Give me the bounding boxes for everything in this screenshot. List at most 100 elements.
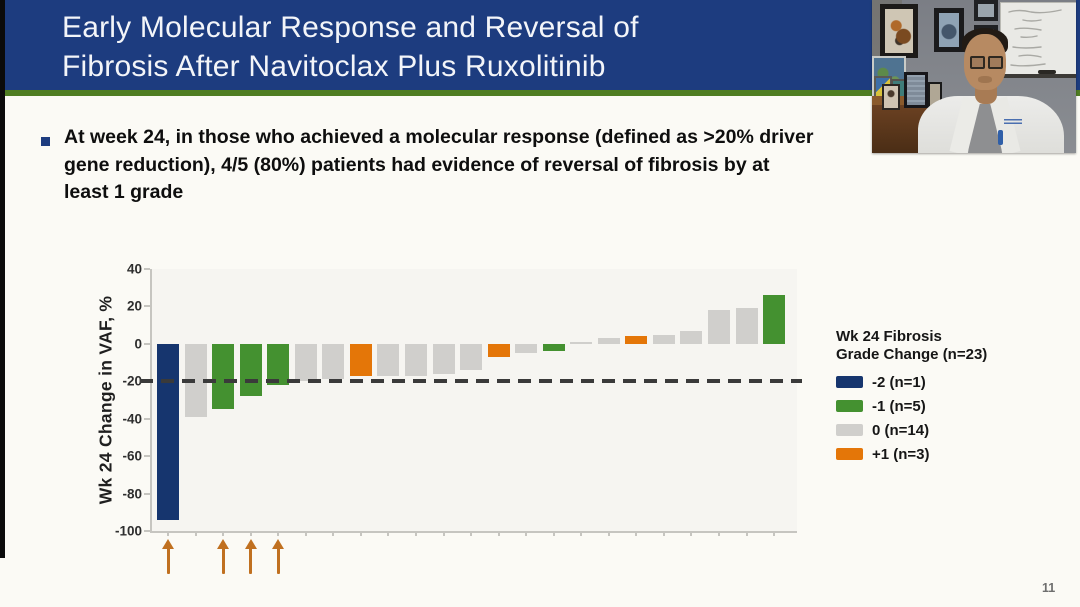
x-axis-tick: [525, 531, 528, 536]
chart-bar: [460, 343, 483, 371]
chart-bar: [597, 338, 620, 344]
response-arrow-icon: [276, 548, 280, 574]
x-axis-tick: [552, 531, 555, 536]
picture-frame-icon: [934, 8, 964, 52]
x-axis-tick: [194, 531, 197, 536]
x-axis-tick: [387, 531, 390, 536]
chart-bar: [294, 343, 317, 382]
whiteboard-tray: [1000, 74, 1076, 78]
legend-items: -2 (n=1) -1 (n=5) 0 (n=14) +1 (n=3): [836, 373, 987, 463]
x-axis-tick: [580, 531, 583, 536]
response-arrow-icon: [249, 548, 253, 574]
page-title-line2: Fibrosis After Navitoclax Plus Ruxolitin…: [62, 50, 606, 83]
title-accent-line: [5, 90, 1080, 96]
glasses-lens: [970, 56, 985, 69]
picture-frame-icon: [974, 0, 998, 21]
chart-bar: [349, 343, 372, 376]
legend-item: 0 (n=14): [836, 421, 987, 439]
y-axis-tick: [144, 268, 150, 270]
legend-title-line1: Wk 24 Fibrosis: [836, 328, 942, 345]
response-arrow-icon: [221, 548, 225, 574]
x-axis-tick: [304, 531, 307, 536]
desk-certificate-frame: [904, 72, 928, 108]
response-arrow-icon: [244, 539, 257, 549]
legend-item: -2 (n=1): [836, 373, 987, 391]
chart-bar: [515, 343, 538, 354]
x-axis-tick: [745, 531, 748, 536]
chart-bar: [763, 295, 786, 344]
page-title: Early Molecular Response and Reversal of…: [62, 8, 639, 86]
legend-swatch: [836, 376, 863, 388]
response-arrow-icon: [217, 539, 230, 549]
legend-swatch: [836, 424, 863, 436]
legend-item: -1 (n=5): [836, 397, 987, 415]
chart-bar: [267, 343, 290, 385]
y-axis-tick-label: -100: [114, 523, 142, 539]
y-axis-tick: [144, 342, 150, 345]
chart-bar: [625, 336, 648, 344]
response-arrow-icon: [162, 539, 174, 549]
bullet-text: At week 24, in those who achieved a mole…: [64, 126, 814, 203]
x-axis-tick: [332, 531, 335, 536]
x-axis-tick: [690, 531, 693, 536]
chart-bar: [570, 341, 593, 344]
y-axis-tick: [144, 455, 150, 458]
y-axis-tick: [144, 530, 150, 532]
legend-title: Wk 24 Fibrosis Grade Change (n=23): [836, 328, 987, 364]
y-axis-tick-label: 20: [126, 298, 142, 314]
x-axis-tick: [359, 531, 362, 536]
chart-bar: [680, 330, 703, 344]
x-axis-tick: [414, 531, 417, 536]
chart-bar: [432, 343, 455, 374]
chart-bar: [239, 343, 262, 397]
response-arrow-icon: [272, 539, 285, 549]
x-axis-tick: [607, 531, 610, 536]
picture-frame-icon: [880, 4, 918, 58]
x-axis-tick: [249, 531, 252, 536]
chart-bar: [708, 310, 730, 344]
x-axis-tick: [167, 531, 169, 536]
whiteboard: [1000, 2, 1076, 78]
x-axis-tick: [497, 531, 500, 536]
chart-bar: [212, 343, 235, 410]
y-axis-tick-label: 40: [126, 261, 142, 277]
chart-bar: [322, 343, 345, 380]
x-axis-tick: [222, 531, 225, 536]
glasses-lens: [988, 56, 1003, 69]
plot-area: Wk 24 Change in VAF, % 40 20 0 -20 -40 -60 -80…: [96, 262, 802, 574]
reference-line-dashed: [140, 379, 802, 384]
legend-title-line2: Grade Change (n=23): [836, 346, 988, 363]
webcam-video: [872, 0, 1076, 153]
chart-bar: [404, 343, 427, 376]
legend-swatch: [836, 400, 863, 412]
x-axis-tick: [442, 531, 445, 536]
chart-bar: [735, 308, 758, 344]
page-title-line1: Early Molecular Response and Reversal of: [62, 11, 639, 44]
y-axis-tick-label: -20: [122, 373, 142, 389]
legend-swatch: [836, 448, 863, 460]
whiteboard-markers: [1038, 70, 1056, 74]
x-axis-tick: [662, 531, 665, 536]
desk-photo-frame: [882, 84, 900, 110]
legend-item: +1 (n=3): [836, 446, 987, 463]
x-axis-tick: [470, 531, 473, 536]
screen-left-border: [0, 0, 5, 558]
y-axis-title: Wk 24 Change in VAF, %: [95, 295, 116, 505]
chart-bar: [377, 343, 400, 376]
legend-label: -2 (n=1): [872, 373, 926, 391]
chart-bar: [157, 343, 179, 520]
chart-bar: [487, 343, 510, 357]
presenter-glasses: [970, 56, 1003, 69]
x-axis-tick: [718, 531, 720, 536]
y-axis-tick: [144, 492, 150, 495]
bullet-square-icon: [41, 137, 50, 146]
y-axis-tick-label: -80: [122, 486, 142, 502]
wooden-sideboard: [872, 96, 934, 105]
chart-bar: [652, 334, 675, 344]
legend-label: -1 (n=5): [872, 397, 926, 415]
y-axis-tick-label: 0: [134, 336, 142, 352]
x-axis-tick: [635, 531, 638, 536]
page-number: 11: [1042, 581, 1056, 595]
legend-label: 0 (n=14): [872, 421, 930, 439]
y-axis-tick-label: -60: [122, 448, 142, 464]
